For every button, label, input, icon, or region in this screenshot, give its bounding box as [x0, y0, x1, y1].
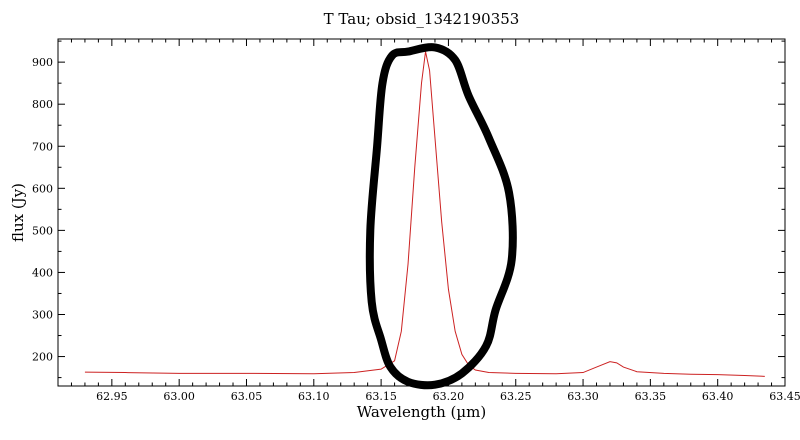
x-tick-label: 63.35 [635, 390, 667, 403]
x-tick-label: 63.40 [702, 390, 734, 403]
y-tick-label: 400 [32, 266, 53, 279]
x-tick-label: 62.95 [96, 390, 128, 403]
series-line-0 [84, 51, 765, 377]
y-tick-label: 200 [32, 351, 53, 364]
x-tick-label: 63.20 [433, 390, 465, 403]
y-tick-label: 700 [32, 140, 53, 153]
plot-frame [57, 38, 786, 387]
x-tick-label: 63.00 [163, 390, 195, 403]
chart-title: T Tau; obsid_1342190353 [324, 10, 520, 28]
annotation-ellipse [365, 43, 517, 390]
x-axis-label: Wavelength (µm) [357, 403, 486, 421]
y-tick-label: 300 [32, 308, 53, 321]
x-tick-label: 63.05 [231, 390, 263, 403]
y-tick-label: 600 [32, 182, 53, 195]
y-axis-label: flux (Jy) [9, 183, 27, 242]
x-tick-label: 63.15 [365, 390, 397, 403]
y-tick-label: 900 [32, 56, 53, 69]
x-tick-label: 63.25 [500, 390, 532, 403]
x-tick-label: 63.45 [769, 390, 800, 403]
y-tick-label: 500 [32, 224, 53, 237]
y-tick-label: 800 [32, 98, 53, 111]
x-tick-label: 63.30 [567, 390, 599, 403]
x-tick-label: 63.10 [298, 390, 330, 403]
